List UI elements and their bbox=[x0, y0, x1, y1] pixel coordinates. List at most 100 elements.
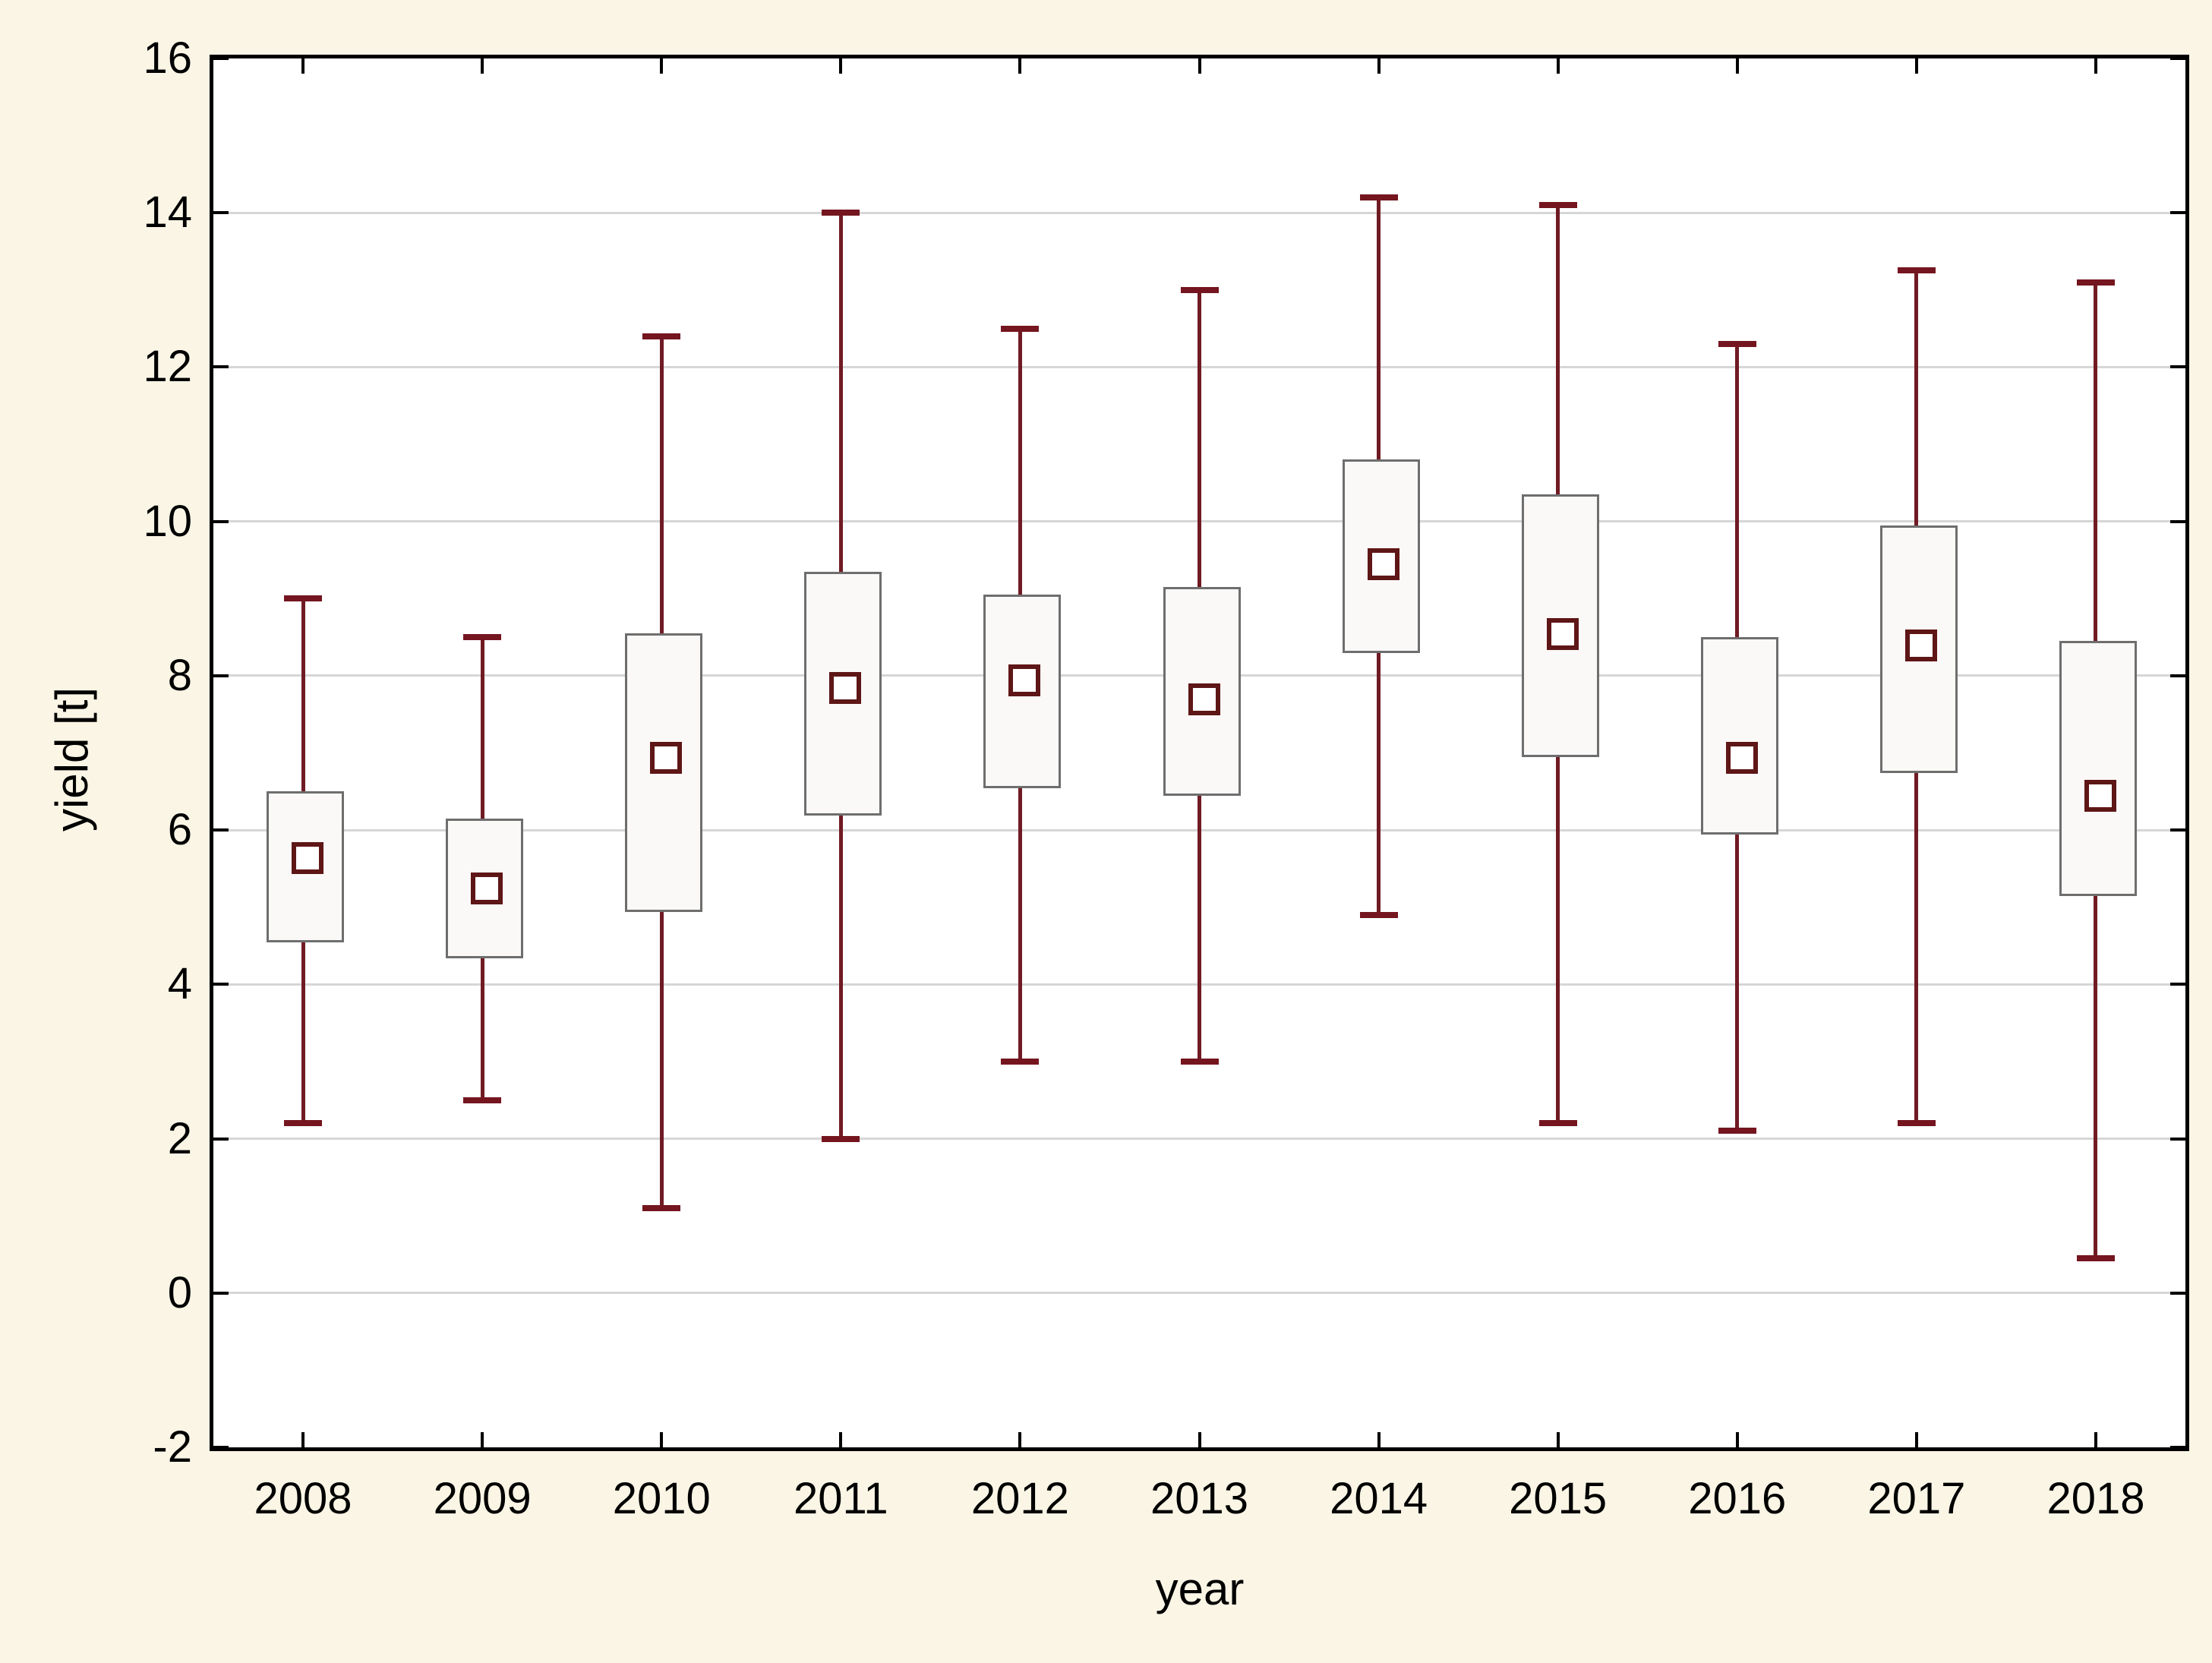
y-tick-left-6 bbox=[213, 828, 229, 832]
x-tick-bottom-2009 bbox=[481, 1432, 484, 1447]
y-tick-label-16: 16 bbox=[143, 33, 192, 83]
y-tick-left-0 bbox=[213, 1291, 229, 1295]
x-tick-bottom-2015 bbox=[1556, 1432, 1560, 1447]
whisker-cap-upper-2016 bbox=[1718, 340, 1756, 347]
whisker-lower-2011 bbox=[838, 810, 843, 1139]
y-tick-label--2: -2 bbox=[153, 1422, 192, 1472]
x-tick-bottom-2011 bbox=[839, 1432, 843, 1447]
x-tick-bottom-2008 bbox=[301, 1432, 305, 1447]
median-marker-2008 bbox=[292, 841, 324, 874]
whisker-cap-lower-2012 bbox=[1001, 1058, 1040, 1065]
y-tick-left--2 bbox=[213, 1446, 229, 1449]
whisker-upper-2012 bbox=[1018, 328, 1022, 595]
whisker-cap-upper-2010 bbox=[642, 333, 681, 339]
x-tick-bottom-2010 bbox=[660, 1432, 664, 1447]
y-tick-left-10 bbox=[213, 519, 229, 523]
y-tick-left-2 bbox=[213, 1137, 229, 1141]
whisker-lower-2008 bbox=[301, 938, 305, 1124]
y-tick-label-12: 12 bbox=[143, 342, 192, 392]
whisker-lower-2012 bbox=[1018, 784, 1022, 1062]
x-tick-top-2018 bbox=[2094, 58, 2097, 74]
x-tick-bottom-2016 bbox=[1735, 1432, 1739, 1447]
x-tick-bottom-2017 bbox=[1914, 1432, 1918, 1447]
gridline-0 bbox=[213, 1292, 2185, 1295]
whisker-cap-lower-2017 bbox=[1897, 1120, 1936, 1127]
median-marker-2016 bbox=[1725, 741, 1758, 774]
box-2009 bbox=[446, 818, 524, 958]
x-tick-label-2016: 2016 bbox=[1688, 1474, 1787, 1523]
y-tick-left-8 bbox=[213, 674, 229, 677]
whisker-cap-lower-2018 bbox=[2076, 1255, 2115, 1262]
y-tick-right-14 bbox=[2170, 211, 2185, 215]
whisker-lower-2010 bbox=[659, 907, 664, 1208]
median-marker-2014 bbox=[1367, 548, 1399, 581]
whisker-cap-lower-2009 bbox=[463, 1097, 502, 1103]
y-tick-right-10 bbox=[2170, 519, 2185, 523]
x-tick-top-2017 bbox=[1914, 58, 1918, 74]
whisker-cap-upper-2018 bbox=[2076, 279, 2115, 286]
y-tick-label-10: 10 bbox=[143, 496, 192, 546]
x-tick-bottom-2018 bbox=[2094, 1432, 2097, 1447]
y-tick-right-0 bbox=[2170, 1291, 2185, 1295]
x-tick-bottom-2013 bbox=[1198, 1432, 1201, 1447]
whisker-cap-upper-2017 bbox=[1897, 267, 1936, 274]
y-tick-label-14: 14 bbox=[143, 188, 192, 238]
x-tick-label-2013: 2013 bbox=[1150, 1474, 1249, 1523]
x-tick-label-2010: 2010 bbox=[612, 1474, 711, 1523]
y-tick-label-0: 0 bbox=[167, 1267, 192, 1317]
whisker-cap-upper-2015 bbox=[1538, 202, 1577, 209]
whisker-cap-lower-2016 bbox=[1718, 1128, 1756, 1134]
plot-area bbox=[210, 55, 2189, 1451]
x-tick-label-2009: 2009 bbox=[433, 1474, 532, 1523]
whisker-cap-upper-2012 bbox=[1001, 325, 1040, 332]
y-tick-right-2 bbox=[2170, 1137, 2185, 1141]
median-marker-2015 bbox=[1546, 617, 1579, 650]
box-2016 bbox=[1700, 637, 1778, 835]
whisker-lower-2015 bbox=[1556, 753, 1560, 1124]
x-tick-label-2018: 2018 bbox=[2046, 1474, 2145, 1523]
x-tick-bottom-2014 bbox=[1377, 1432, 1381, 1447]
x-tick-top-2009 bbox=[481, 58, 484, 74]
x-tick-bottom-2012 bbox=[1018, 1432, 1022, 1447]
x-tick-label-2011: 2011 bbox=[793, 1474, 888, 1523]
median-marker-2013 bbox=[1188, 683, 1220, 716]
whisker-lower-2014 bbox=[1377, 648, 1381, 915]
whisker-upper-2010 bbox=[659, 336, 664, 633]
x-tick-label-2015: 2015 bbox=[1509, 1474, 1608, 1523]
x-tick-top-2013 bbox=[1198, 58, 1201, 74]
y-tick-right-6 bbox=[2170, 828, 2185, 832]
x-tick-top-2008 bbox=[301, 58, 305, 74]
y-tick-right-16 bbox=[2170, 57, 2185, 60]
whisker-upper-2009 bbox=[480, 637, 484, 819]
gridline-14 bbox=[213, 211, 2185, 214]
whisker-upper-2017 bbox=[1914, 270, 1919, 525]
y-tick-label-8: 8 bbox=[167, 650, 192, 700]
whisker-upper-2015 bbox=[1556, 205, 1560, 495]
whisker-upper-2013 bbox=[1198, 289, 1201, 588]
whisker-upper-2008 bbox=[301, 598, 305, 792]
median-marker-2009 bbox=[471, 873, 503, 905]
whisker-upper-2014 bbox=[1377, 197, 1381, 460]
whisker-upper-2016 bbox=[1735, 343, 1740, 638]
whisker-cap-lower-2013 bbox=[1180, 1058, 1219, 1065]
y-tick-left-14 bbox=[213, 211, 229, 215]
y-tick-right-8 bbox=[2170, 674, 2185, 677]
y-tick-right-12 bbox=[2170, 365, 2185, 369]
whisker-cap-upper-2008 bbox=[284, 595, 323, 602]
whisker-cap-lower-2015 bbox=[1538, 1120, 1577, 1127]
whisker-cap-upper-2014 bbox=[1359, 194, 1398, 200]
y-tick-label-4: 4 bbox=[167, 959, 192, 1009]
whisker-lower-2016 bbox=[1735, 830, 1740, 1131]
median-marker-2010 bbox=[650, 741, 683, 774]
x-tick-top-2012 bbox=[1018, 58, 1022, 74]
whisker-lower-2013 bbox=[1198, 791, 1201, 1062]
whisker-upper-2011 bbox=[838, 213, 843, 572]
whisker-lower-2018 bbox=[2094, 891, 2098, 1259]
median-marker-2017 bbox=[1904, 630, 1937, 662]
median-marker-2011 bbox=[829, 672, 862, 705]
median-marker-2018 bbox=[2084, 780, 2116, 813]
median-marker-2012 bbox=[1008, 664, 1041, 696]
y-tick-left-12 bbox=[213, 365, 229, 369]
whisker-cap-lower-2010 bbox=[642, 1205, 681, 1211]
whisker-lower-2009 bbox=[480, 953, 484, 1100]
